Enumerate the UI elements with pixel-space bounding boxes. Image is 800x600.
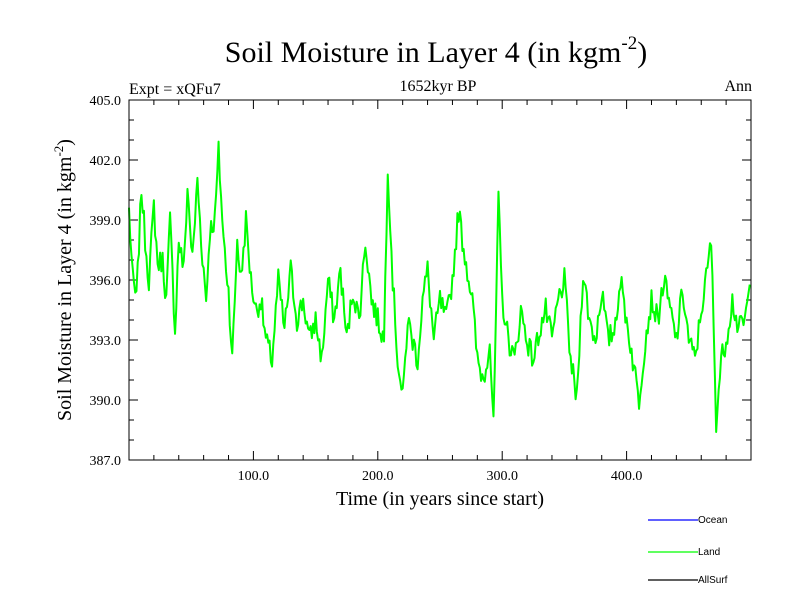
season-label: Ann (724, 78, 752, 95)
x-tick-label: 200.0 (362, 469, 394, 484)
x-tick-label: 300.0 (486, 469, 518, 484)
y-tick-label: 396.0 (90, 274, 122, 289)
series-line-land (128, 140, 751, 433)
chart-title-sup: -2 (621, 33, 637, 54)
y-axis-label-main: Soil Moisture in Layer 4 (in kgm (54, 156, 76, 421)
legend-label-ocean: Ocean (698, 515, 727, 526)
experiment-label: Expt = xQFu7 (129, 81, 221, 98)
y-tick-label: 402.0 (90, 154, 122, 169)
y-tick-label: 399.0 (90, 214, 122, 229)
legend-label-allsurf: AllSurf (698, 575, 728, 586)
x-tick-label: 100.0 (238, 469, 270, 484)
plot-frame (128, 99, 752, 461)
y-axis-label: Soil Moisture in Layer 4 (in kgm-2) (51, 139, 76, 421)
chart-title-main: Soil Moisture in Layer 4 (in kgm (225, 36, 622, 69)
chart-title: Soil Moisture in Layer 4 (in kgm-2) (225, 33, 647, 69)
chart-title-close: ) (637, 36, 647, 69)
x-tick-label: 400.0 (611, 469, 643, 484)
y-axis-label-sup: -2 (51, 146, 66, 157)
x-axis-label: Time (in years since start) (336, 488, 544, 510)
legend-label-land: Land (698, 547, 720, 558)
y-tick-label: 390.0 (90, 394, 122, 409)
y-tick-label: 387.0 (90, 454, 122, 469)
y-tick-label: 405.0 (90, 94, 122, 109)
chart-subtitle: 1652kyr BP (400, 78, 477, 95)
y-tick-label: 393.0 (90, 334, 122, 349)
y-axis-label-close: ) (54, 139, 76, 146)
